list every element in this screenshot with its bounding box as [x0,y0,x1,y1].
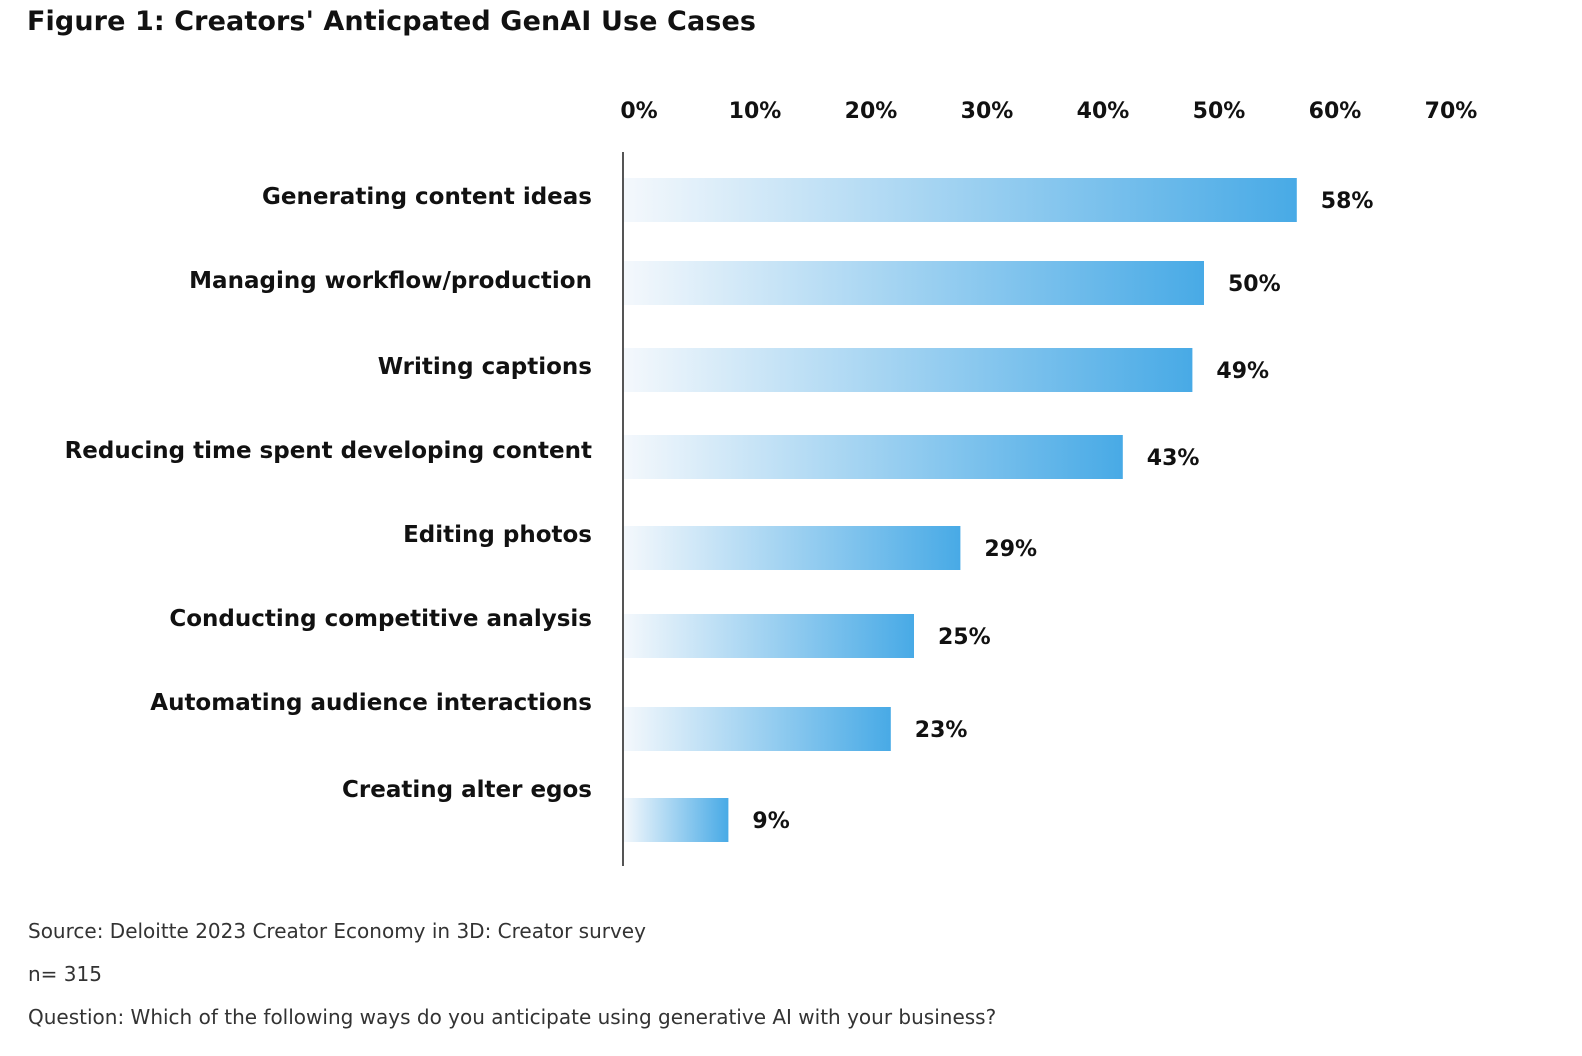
bar-value-label: 43% [1147,446,1200,471]
category-label: Managing workflow/production [189,268,592,294]
bar-value-label: 50% [1228,272,1281,297]
bar-chart: 0% 10% 20% 30% 40% 50% 60% 70% Generating conte… [65,99,1478,866]
category-label: Reducing time spent developing content [65,438,592,464]
x-tick-label: 30% [961,99,1014,124]
x-tick-label: 50% [1193,99,1246,124]
bar [624,614,914,658]
bar-value-label: 9% [752,809,789,834]
bar [624,178,1297,222]
category-label: Writing captions [378,354,592,380]
bar-value-label: 23% [915,718,968,743]
category-label: Automating audience interactions [150,690,592,716]
chart-notes: Source: Deloitte 2023 Creator Economy in… [28,914,996,1043]
question-note: Question: Which of the following ways do… [28,1005,997,1029]
category-label: Conducting competitive analysis [169,606,592,632]
x-tick-label: 70% [1425,99,1478,124]
bar [624,526,961,570]
bar-value-label: 25% [938,625,991,650]
x-tick-label: 10% [729,99,782,124]
bar [624,435,1123,479]
x-tick-label: 0% [620,99,657,124]
source-note: Source: Deloitte 2023 Creator Economy in… [28,919,646,943]
bar-value-label: 49% [1216,359,1269,384]
x-tick-label: 20% [845,99,898,124]
sample-size-note: n= 315 [28,962,102,986]
bar [624,707,891,751]
x-tick-label: 40% [1077,99,1130,124]
bar [624,348,1193,392]
bar-value-label: 29% [984,537,1037,562]
category-label: Creating alter egos [342,777,592,803]
x-tick-label: 60% [1309,99,1362,124]
chart-title: Figure 1: Creators' Anticpated GenAI Use… [27,6,757,37]
bar [624,798,729,842]
category-label: Generating content ideas [262,184,592,210]
category-label: Editing photos [403,522,592,548]
bar [624,261,1204,305]
bar-value-label: 58% [1321,189,1374,214]
